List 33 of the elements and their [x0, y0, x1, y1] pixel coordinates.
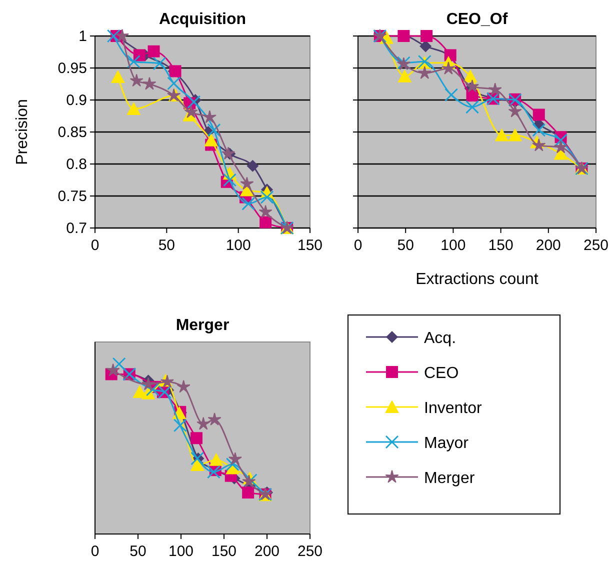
x-tick-label: 150 [297, 237, 323, 254]
legend-label: Mayor [424, 435, 470, 452]
y-tick-label: 0.8 [66, 156, 87, 173]
x-tick-label: 0 [354, 237, 362, 254]
y-axis-title: Precision [14, 99, 31, 165]
legend-label: Merger [424, 470, 476, 487]
x-axis-title: Extractions count [416, 271, 539, 288]
chart-title: CEO_Of [446, 11, 508, 28]
x-tick-label: 50 [130, 543, 146, 560]
legend-label: CEO [424, 365, 459, 382]
y-tick-label: 0.9 [66, 92, 87, 109]
x-tick-label: 250 [297, 543, 323, 560]
x-tick-label: 0 [90, 543, 100, 560]
x-tick-label: 100 [168, 543, 194, 560]
y-tick-label: 1 [78, 28, 87, 45]
x-tick-label: 150 [488, 237, 514, 254]
legend-label: Inventor [424, 400, 482, 417]
y-tick-label: 0.75 [58, 188, 87, 205]
chart-title: Acquisition [158, 11, 246, 28]
x-tick-label: 0 [90, 237, 100, 254]
legend-label: Acq. [424, 330, 456, 347]
y-tick-label: 0.7 [66, 220, 87, 237]
x-tick-label: 150 [211, 543, 237, 560]
y-tick-label: 0.95 [58, 60, 87, 77]
x-tick-label: 100 [440, 237, 466, 254]
x-tick-label: 200 [536, 237, 561, 254]
x-tick-label: 250 [583, 237, 609, 254]
chart-title: Merger [176, 317, 230, 334]
y-tick-label: 0.85 [58, 124, 87, 141]
x-tick-label: 50 [397, 237, 414, 254]
x-tick-label: 100 [226, 237, 251, 254]
x-tick-label: 50 [158, 237, 176, 254]
x-tick-label: 200 [254, 543, 280, 560]
